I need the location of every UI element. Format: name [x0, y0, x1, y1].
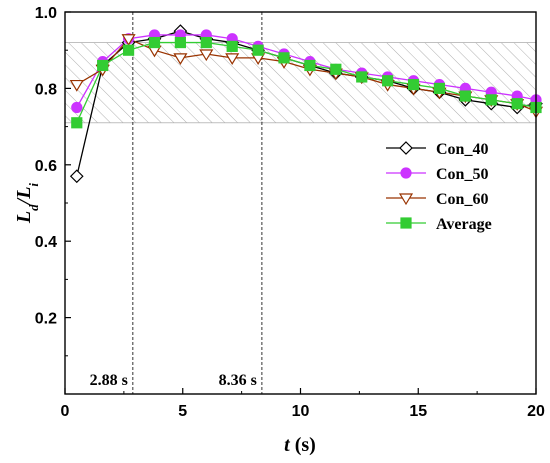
point-con-60 — [69, 79, 84, 92]
point-average — [330, 63, 342, 75]
point-average — [407, 78, 420, 91]
x-axis-title: t (s) — [284, 434, 316, 456]
legend-marker-3 — [400, 217, 412, 229]
legend-marker-1 — [400, 167, 412, 179]
point-average — [356, 71, 368, 83]
vline-label-0: 2.88 s — [90, 372, 128, 389]
legend: Con_40 Con_50 Con_60 Average — [386, 141, 492, 233]
point-average — [485, 94, 497, 106]
point-con-60 — [121, 34, 136, 46]
y-axis-title: Ld/Li — [13, 183, 41, 225]
x-tick-label-0: 0 — [61, 403, 70, 420]
point-average — [226, 40, 238, 52]
legend-label-1: Con_50 — [436, 166, 488, 183]
point-con-60 — [199, 49, 214, 62]
y-tick-label-0: 0.2 — [35, 311, 57, 328]
point-average — [174, 36, 186, 49]
ticks: 0 5 10 15 20 0.2 0.4 0.6 0.8 1.0 — [35, 5, 545, 420]
x-tick-label-1: 5 — [178, 403, 187, 420]
y-tick-label-2: 0.6 — [35, 158, 57, 175]
point-average — [511, 98, 523, 110]
marker-layer — [69, 24, 544, 184]
legend-marker-0 — [399, 141, 413, 155]
point-average — [459, 90, 471, 102]
point-average — [433, 82, 446, 95]
x-tick-label-3: 15 — [409, 403, 427, 420]
x-tick-label-4: 20 — [527, 403, 545, 420]
point-average — [122, 44, 135, 56]
y-tick-label-4: 1.0 — [35, 5, 57, 22]
y-tick-label-1: 0.4 — [35, 234, 57, 251]
point-con-60 — [225, 53, 240, 66]
point-average — [278, 52, 290, 64]
point-con-60 — [173, 53, 188, 66]
legend-label-2: Con_60 — [436, 191, 488, 208]
y-tick-label-3: 0.8 — [35, 81, 57, 98]
point-average — [382, 75, 394, 87]
legend-marker-2 — [398, 193, 414, 206]
point-average — [148, 36, 161, 49]
point-con-40 — [69, 169, 84, 184]
point-average — [200, 36, 212, 49]
vertical-lines: 2.88 s 8.36 s — [90, 12, 263, 394]
vline-label-1: 8.36 s — [219, 372, 257, 389]
point-average — [252, 44, 264, 56]
point-average — [97, 59, 109, 72]
point-average — [71, 117, 83, 129]
target-range-band — [64, 42, 537, 124]
legend-label-3: Average — [436, 216, 492, 233]
point-average — [304, 59, 316, 72]
legend-label-0: Con_40 — [436, 141, 488, 158]
point-con-50 — [71, 101, 83, 114]
x-tick-label-2: 10 — [292, 403, 310, 420]
